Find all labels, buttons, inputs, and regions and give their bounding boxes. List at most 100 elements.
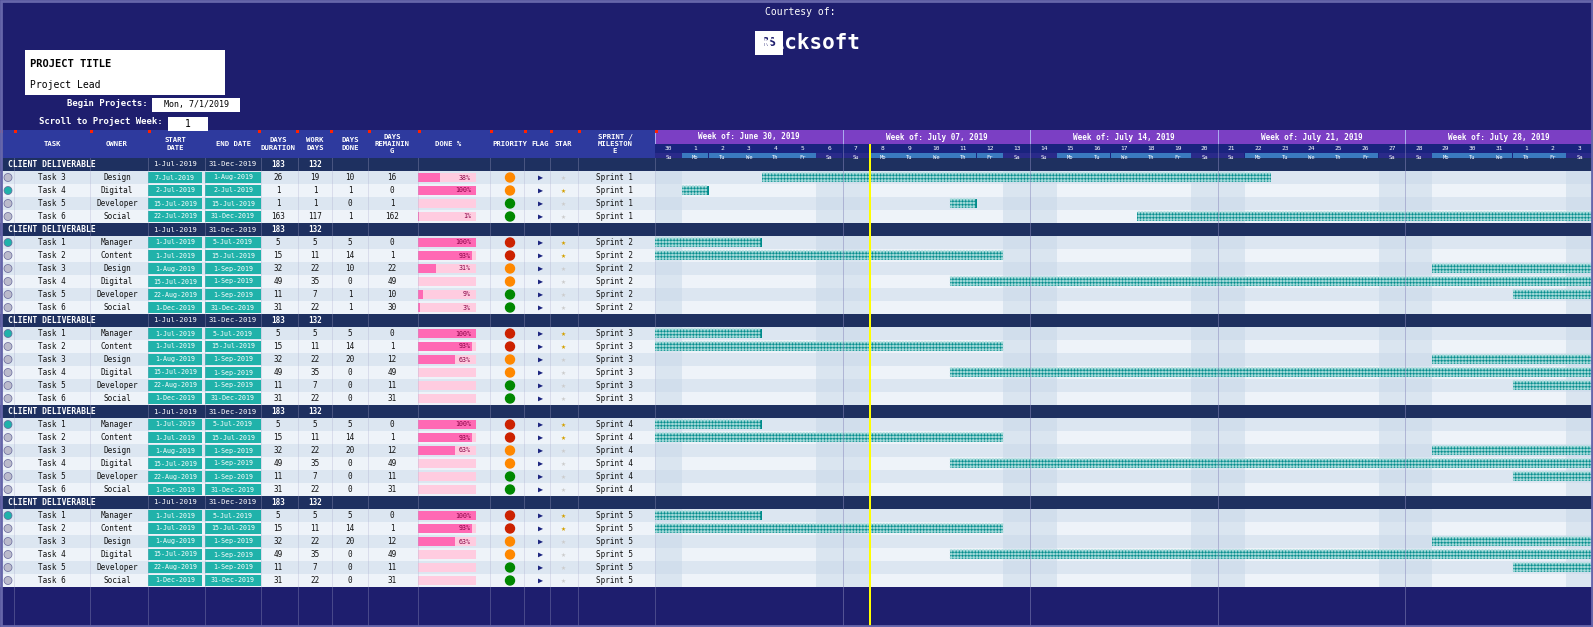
Circle shape bbox=[1513, 355, 1515, 356]
Circle shape bbox=[1219, 375, 1220, 376]
Circle shape bbox=[1469, 283, 1470, 285]
Circle shape bbox=[1427, 277, 1429, 278]
Text: Tu: Tu bbox=[1281, 155, 1289, 160]
Text: 1-Sep-2019: 1-Sep-2019 bbox=[213, 265, 253, 271]
Circle shape bbox=[1561, 358, 1563, 360]
Circle shape bbox=[965, 349, 969, 350]
Circle shape bbox=[973, 199, 975, 201]
Circle shape bbox=[1491, 267, 1493, 269]
Circle shape bbox=[1590, 462, 1591, 464]
Circle shape bbox=[975, 527, 978, 529]
Text: 1%: 1% bbox=[464, 214, 472, 219]
Circle shape bbox=[1466, 362, 1467, 364]
Circle shape bbox=[1002, 557, 1004, 559]
Circle shape bbox=[860, 258, 862, 260]
Circle shape bbox=[1383, 466, 1384, 467]
Bar bbox=[258, 130, 261, 133]
Text: 1-Sep-2019: 1-Sep-2019 bbox=[213, 460, 253, 466]
Bar bbox=[148, 130, 151, 133]
Circle shape bbox=[739, 349, 741, 350]
Circle shape bbox=[957, 462, 959, 464]
Circle shape bbox=[1561, 466, 1563, 467]
Circle shape bbox=[1114, 280, 1115, 282]
Circle shape bbox=[1120, 375, 1121, 376]
Circle shape bbox=[685, 524, 687, 525]
Circle shape bbox=[776, 180, 777, 181]
Circle shape bbox=[1196, 462, 1198, 464]
Text: PRIORITY: PRIORITY bbox=[492, 141, 527, 147]
Circle shape bbox=[918, 530, 919, 532]
Circle shape bbox=[1558, 212, 1560, 213]
Circle shape bbox=[1094, 280, 1096, 282]
Circle shape bbox=[988, 254, 991, 256]
Circle shape bbox=[1418, 283, 1419, 285]
Circle shape bbox=[1497, 375, 1499, 376]
Circle shape bbox=[752, 254, 753, 256]
Circle shape bbox=[1472, 550, 1474, 551]
Circle shape bbox=[1268, 557, 1270, 559]
Circle shape bbox=[1453, 375, 1454, 376]
Circle shape bbox=[1399, 283, 1400, 285]
Circle shape bbox=[978, 251, 981, 252]
Circle shape bbox=[1539, 446, 1540, 447]
Circle shape bbox=[1456, 367, 1458, 369]
Circle shape bbox=[1284, 458, 1286, 460]
Circle shape bbox=[1161, 466, 1163, 467]
Bar bbox=[655, 197, 1593, 210]
Circle shape bbox=[1587, 271, 1588, 272]
Bar bbox=[148, 419, 202, 430]
Circle shape bbox=[981, 530, 984, 532]
Circle shape bbox=[1373, 553, 1375, 555]
Circle shape bbox=[1552, 277, 1553, 278]
Circle shape bbox=[723, 423, 725, 425]
Circle shape bbox=[1419, 215, 1421, 217]
Circle shape bbox=[914, 530, 916, 532]
Circle shape bbox=[771, 254, 773, 256]
Circle shape bbox=[1529, 462, 1531, 464]
Circle shape bbox=[1520, 550, 1521, 551]
Circle shape bbox=[698, 423, 699, 425]
Circle shape bbox=[796, 254, 798, 256]
Circle shape bbox=[1300, 550, 1301, 551]
Circle shape bbox=[781, 527, 782, 529]
Bar bbox=[655, 444, 682, 457]
Circle shape bbox=[1222, 462, 1223, 464]
Circle shape bbox=[911, 436, 913, 438]
Circle shape bbox=[1335, 557, 1337, 559]
Circle shape bbox=[803, 440, 804, 441]
Circle shape bbox=[1321, 219, 1322, 220]
Bar bbox=[816, 522, 843, 535]
Circle shape bbox=[911, 251, 913, 252]
Circle shape bbox=[660, 530, 661, 532]
Circle shape bbox=[1341, 553, 1343, 555]
Circle shape bbox=[1577, 371, 1579, 373]
Circle shape bbox=[1437, 280, 1438, 282]
Circle shape bbox=[1464, 215, 1466, 217]
Circle shape bbox=[832, 251, 833, 252]
Text: Task 5: Task 5 bbox=[38, 472, 65, 481]
Circle shape bbox=[1344, 277, 1346, 278]
Circle shape bbox=[720, 433, 722, 435]
Circle shape bbox=[742, 433, 744, 435]
Circle shape bbox=[1545, 458, 1547, 460]
Circle shape bbox=[1525, 212, 1528, 213]
Circle shape bbox=[1453, 537, 1454, 539]
Circle shape bbox=[1338, 553, 1340, 555]
Circle shape bbox=[1193, 458, 1195, 460]
Circle shape bbox=[937, 345, 938, 347]
Circle shape bbox=[1212, 458, 1214, 460]
Bar bbox=[1432, 537, 1593, 546]
Text: Week of: June 30, 2019: Week of: June 30, 2019 bbox=[698, 132, 800, 142]
Circle shape bbox=[1107, 458, 1109, 460]
Text: 22: 22 bbox=[1254, 146, 1262, 151]
Circle shape bbox=[820, 172, 822, 174]
Circle shape bbox=[841, 342, 843, 344]
Circle shape bbox=[752, 426, 753, 428]
Circle shape bbox=[1561, 290, 1563, 292]
Circle shape bbox=[1152, 280, 1153, 282]
Circle shape bbox=[1419, 212, 1421, 213]
Circle shape bbox=[946, 524, 948, 525]
Circle shape bbox=[1257, 466, 1260, 467]
Circle shape bbox=[980, 172, 983, 174]
Circle shape bbox=[1497, 449, 1499, 451]
